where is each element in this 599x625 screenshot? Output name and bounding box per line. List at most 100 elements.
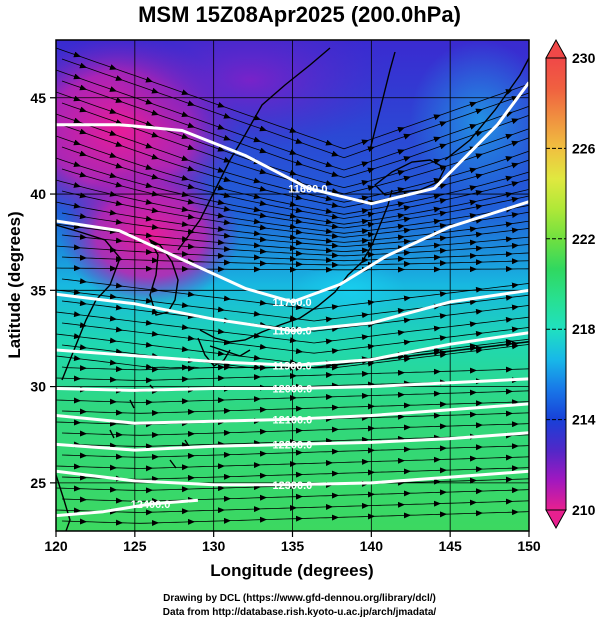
wind-arrow: [109, 337, 117, 344]
wind-arrow: [469, 212, 477, 219]
wind-arrow: [469, 239, 477, 246]
wind-arrow: [73, 73, 81, 80]
wind-arrow: [151, 109, 159, 116]
wind-arrow: [325, 195, 333, 202]
wind-arrow: [181, 302, 189, 309]
wind-arrow: [397, 201, 405, 208]
wind-arrow: [79, 62, 87, 69]
wind-arrow: [181, 155, 189, 162]
wind-arrow: [223, 219, 231, 226]
wind-arrow: [109, 359, 117, 366]
wind-arrow: [73, 289, 81, 296]
wind-arrow: [187, 198, 195, 205]
y-tick-label: 45: [30, 90, 46, 106]
wind-arrow: [73, 117, 81, 124]
wind-arrow: [181, 89, 189, 96]
wind-arrow: [79, 128, 87, 135]
wind-arrow: [403, 339, 411, 346]
wind-arrow: [397, 234, 405, 241]
wind-arrow: [331, 223, 339, 230]
wind-arrow: [115, 218, 123, 225]
wind-arrow: [109, 152, 117, 158]
wind-arrow: [439, 313, 447, 320]
wind-arrow: [361, 161, 369, 168]
wind-arrow: [259, 168, 267, 175]
wind-arrow: [505, 341, 513, 348]
wind-arrow: [181, 206, 189, 213]
wind-arrow: [73, 95, 81, 102]
wind-arrow: [253, 230, 261, 237]
wind-arrow: [433, 206, 441, 213]
wind-arrow: [505, 156, 513, 162]
wind-arrow: [181, 133, 189, 140]
wind-arrow: [187, 183, 195, 190]
height-contour: [56, 431, 529, 452]
wind-arrow: [475, 286, 483, 293]
wind-arrow: [73, 202, 81, 209]
wind-arrow: [367, 211, 375, 218]
wind-arrow: [151, 330, 159, 337]
wind-arrow: [397, 187, 405, 193]
wind-arrow: [403, 227, 411, 234]
wind-arrow: [433, 349, 441, 356]
wind-arrow: [109, 228, 117, 235]
wind-arrow: [187, 335, 195, 342]
wind-arrow: [505, 221, 513, 228]
wind-arrow: [115, 141, 123, 147]
wind-arrow: [331, 233, 339, 239]
wind-arrow: [505, 89, 513, 95]
wind-arrow: [145, 341, 153, 348]
wind-arrow: [361, 218, 369, 225]
colorbar-tick-label: 222: [572, 231, 596, 247]
wind-arrow: [253, 206, 261, 213]
wind-arrow: [433, 193, 441, 200]
height-contour: [56, 402, 529, 425]
y-tick-label: 25: [30, 475, 46, 491]
colorbar-tick-label: 210: [572, 502, 596, 518]
wind-arrow: [439, 222, 447, 229]
wind-arrow: [331, 326, 339, 333]
wind-arrow: [397, 329, 405, 336]
wind-arrow: [289, 212, 297, 219]
wind-arrow: [397, 169, 405, 176]
wind-arrow: [331, 188, 339, 194]
height-contour: [56, 377, 529, 392]
contour-label: 11600.0: [288, 183, 327, 195]
y-tick-label: 40: [30, 186, 46, 202]
wind-arrow: [511, 227, 519, 234]
wind-arrow: [115, 162, 123, 169]
wind-arrow: [289, 337, 297, 344]
height-contour: [56, 200, 529, 304]
wind-arrow: [73, 333, 81, 340]
credit-drawing: Drawing by DCL (https://www.gfd-dennou.o…: [163, 593, 436, 604]
wind-arrow: [289, 315, 297, 322]
wind-arrow: [109, 190, 117, 197]
wind-arrow: [253, 310, 261, 317]
wind-arrow: [439, 165, 447, 171]
wind-arrow: [295, 207, 303, 214]
wind-arrow: [223, 134, 231, 141]
wind-arrow: [469, 101, 477, 108]
wind-arrow: [79, 344, 87, 351]
wind-arrow: [469, 199, 477, 206]
wind-arrow: [217, 226, 225, 232]
credits: Drawing by DCL (https://www.gfd-dennou.o…: [0, 592, 599, 620]
wind-arrow: [259, 236, 267, 243]
wind-arrow: [511, 181, 519, 187]
wind-arrow: [439, 197, 447, 204]
wind-arrow: [433, 177, 441, 184]
wind-arrow: [115, 181, 123, 188]
wind-arrow: [253, 177, 261, 184]
wind-arrow: [361, 195, 369, 202]
height-contour: [56, 331, 529, 367]
wind-arrow: [187, 291, 195, 298]
wind-arrow: [109, 64, 117, 70]
height-contour: [56, 469, 529, 487]
x-tick-label: 150: [517, 538, 541, 554]
wind-arrow: [151, 173, 159, 180]
wind-arrow: [151, 153, 159, 160]
wind-arrow: [403, 156, 411, 162]
wind-arrow: [295, 218, 303, 225]
wind-arrow: [433, 114, 441, 121]
wind-arrow: [295, 194, 303, 201]
